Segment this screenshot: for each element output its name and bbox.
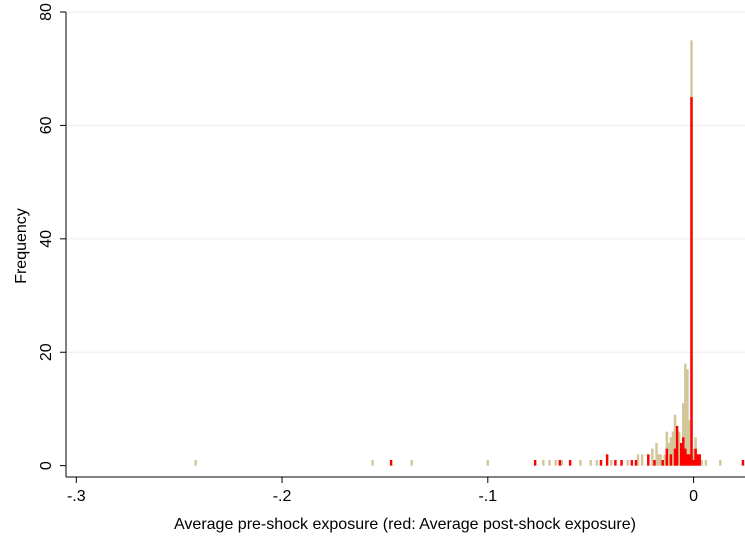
bar-series0-29 — [682, 403, 685, 466]
bar-series1-8 — [630, 459, 634, 466]
y-tick-label-2: 40 — [38, 230, 55, 248]
bar-series0-10 — [595, 459, 599, 466]
bar-series0-31 — [686, 369, 689, 466]
bar-series1-16 — [675, 425, 679, 466]
bar-series1-7 — [620, 459, 623, 466]
bar-series0-8 — [579, 459, 582, 466]
y-tick-label-0: 0 — [38, 461, 55, 470]
bar-series1-13 — [665, 448, 669, 466]
y-tick-label-4: 80 — [38, 3, 55, 21]
y-axis-title: Frequency — [13, 208, 30, 284]
x-tick-label-3: 0 — [689, 488, 698, 505]
bar-series0-3 — [486, 459, 490, 466]
bar-series0-17 — [655, 442, 658, 466]
histogram-bars — [194, 40, 745, 466]
bar-series1-20 — [686, 454, 689, 466]
axis-ticks: -.3 -.2 -.1 0 0 20 40 60 80 — [38, 3, 698, 505]
bar-series0-18 — [657, 454, 660, 466]
bar-series1-26 — [698, 454, 701, 466]
bar-series1-6 — [614, 459, 617, 466]
series-1 — [389, 97, 745, 466]
x-tick-label-2: -.1 — [478, 488, 497, 505]
bar-series0-37 — [700, 459, 704, 466]
bar-series1-5 — [605, 454, 609, 466]
bar-series0-11 — [610, 459, 613, 466]
y-tick-label-3: 60 — [38, 116, 55, 134]
bar-series1-17 — [679, 442, 683, 466]
axes — [65, 12, 745, 478]
bar-series0-13 — [636, 454, 640, 466]
bar-series0-2 — [410, 459, 413, 466]
bar-series1-21 — [688, 454, 691, 466]
bar-series0-1 — [371, 459, 374, 466]
bar-series1-23 — [692, 459, 695, 466]
bar-series1-18 — [682, 437, 685, 466]
bar-series0-34 — [692, 448, 695, 466]
bar-series0-27 — [677, 431, 681, 466]
bar-series0-20 — [663, 454, 666, 466]
bar-series0-12 — [626, 459, 629, 466]
bar-series1-27 — [741, 459, 745, 466]
bar-series0-30 — [684, 363, 687, 466]
bar-series0-32 — [688, 420, 691, 466]
bar-series0-0 — [194, 459, 197, 466]
bar-series1-1 — [533, 459, 537, 466]
bar-series0-16 — [651, 448, 654, 466]
bar-series1-24 — [694, 448, 697, 466]
bar-series0-9 — [589, 459, 592, 466]
bar-series0-7 — [560, 459, 564, 466]
bar-series1-3 — [568, 459, 572, 466]
bar-series1-0 — [389, 459, 393, 466]
bar-series0-38 — [704, 459, 708, 466]
bar-series1-10 — [647, 454, 650, 466]
bar-series0-25 — [673, 414, 677, 466]
series-0 — [194, 40, 722, 466]
bar-series0-23 — [669, 437, 673, 466]
grid-lines — [66, 11, 745, 353]
bar-series0-14 — [640, 454, 644, 466]
x-tick-label-1: -.2 — [273, 488, 292, 505]
bar-series0-19 — [659, 454, 662, 466]
bar-series1-2 — [558, 459, 562, 466]
bar-series0-5 — [548, 459, 551, 466]
bar-series1-12 — [661, 459, 664, 466]
bar-series1-14 — [669, 454, 673, 466]
bar-series0-4 — [542, 459, 545, 466]
bar-series0-39 — [719, 459, 722, 466]
bar-series1-15 — [673, 448, 677, 466]
bar-series1-9 — [634, 459, 638, 466]
bar-series0-6 — [554, 459, 557, 466]
bar-series1-25 — [696, 454, 699, 466]
bar-series1-19 — [684, 448, 687, 466]
bar-series1-11 — [653, 459, 656, 466]
y-tick-label-1: 20 — [38, 343, 55, 361]
x-axis-title: Average pre-shock exposure (red: Average… — [174, 516, 636, 533]
bar-series1-4 — [599, 459, 603, 466]
bar-series0-22 — [667, 442, 671, 466]
x-tick-label-0: -.3 — [67, 488, 86, 505]
bar-series0-24 — [671, 431, 675, 466]
bar-series1-22 — [690, 97, 693, 466]
